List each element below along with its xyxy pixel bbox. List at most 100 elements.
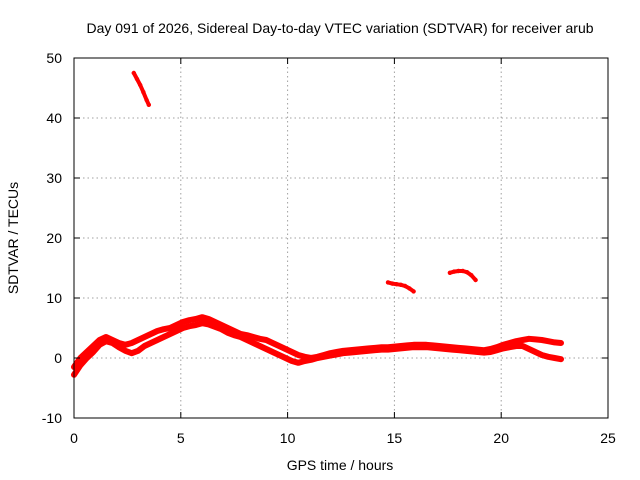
data-point bbox=[501, 346, 506, 351]
data-point bbox=[167, 325, 173, 331]
y-tick-label: 40 bbox=[46, 110, 62, 126]
data-point bbox=[411, 345, 416, 350]
data-point bbox=[148, 331, 154, 337]
data-point bbox=[276, 343, 282, 349]
data-point bbox=[289, 349, 295, 355]
data-point bbox=[141, 90, 146, 95]
data-point bbox=[394, 282, 399, 287]
data-point bbox=[200, 315, 205, 320]
data-point bbox=[174, 322, 179, 328]
data-point bbox=[558, 357, 564, 362]
data-point bbox=[206, 322, 211, 327]
data-point bbox=[146, 102, 151, 108]
data-point bbox=[187, 324, 192, 329]
data-point bbox=[257, 336, 262, 341]
data-point bbox=[78, 355, 83, 361]
data-point bbox=[123, 342, 128, 347]
data-point bbox=[507, 345, 512, 350]
data-point bbox=[289, 358, 295, 364]
data-point bbox=[110, 340, 115, 346]
y-tick-label: 20 bbox=[46, 230, 62, 246]
data-point bbox=[84, 355, 90, 361]
data-point bbox=[520, 343, 525, 349]
data-point bbox=[417, 345, 423, 350]
data-point bbox=[270, 349, 275, 355]
y-tick-label: 10 bbox=[46, 290, 62, 306]
x-axis-label: GPS time / hours bbox=[287, 457, 394, 473]
data-point bbox=[360, 349, 365, 354]
data-point bbox=[131, 70, 136, 76]
data-point bbox=[533, 349, 538, 355]
data-point bbox=[373, 348, 378, 353]
y-tick-label: -10 bbox=[42, 410, 62, 426]
data-point bbox=[276, 352, 282, 358]
x-tick-label: 5 bbox=[177, 430, 185, 446]
data-point bbox=[366, 348, 371, 353]
data-point bbox=[161, 327, 166, 332]
data-point bbox=[398, 282, 403, 287]
data-point bbox=[193, 316, 198, 322]
data-point bbox=[379, 347, 384, 352]
data-point bbox=[411, 289, 416, 294]
data-point bbox=[155, 337, 160, 343]
data-point bbox=[251, 340, 256, 346]
data-point bbox=[135, 348, 141, 353]
data-point bbox=[552, 340, 557, 345]
data-point bbox=[206, 316, 211, 322]
data-point bbox=[283, 355, 288, 361]
data-point bbox=[302, 358, 307, 364]
y-tick-label: 0 bbox=[54, 350, 62, 366]
data-point bbox=[407, 286, 412, 291]
y-axis-label: SDTVAR / TECUs bbox=[5, 182, 21, 294]
data-point bbox=[212, 324, 218, 329]
data-point bbox=[456, 268, 461, 274]
data-point bbox=[244, 337, 250, 343]
data-point bbox=[180, 325, 186, 331]
data-point bbox=[475, 349, 480, 355]
axis-ticks bbox=[73, 57, 609, 419]
data-point bbox=[270, 340, 275, 346]
data-point bbox=[161, 334, 166, 340]
x-tick-label: 20 bbox=[493, 430, 509, 446]
data-point bbox=[452, 269, 457, 274]
data-point bbox=[514, 343, 519, 349]
data-point bbox=[424, 345, 429, 350]
x-tick-label: 15 bbox=[387, 430, 403, 446]
x-tick-label: 0 bbox=[70, 430, 78, 446]
data-point bbox=[91, 349, 96, 355]
data-point bbox=[464, 270, 470, 275]
data-point bbox=[334, 352, 339, 357]
data-point bbox=[238, 334, 243, 340]
data-point bbox=[488, 349, 493, 355]
data-point bbox=[340, 351, 346, 356]
data-point bbox=[142, 334, 147, 340]
data-series bbox=[71, 70, 564, 378]
data-point bbox=[385, 280, 391, 285]
data-point bbox=[296, 352, 301, 358]
data-point bbox=[200, 321, 205, 326]
data-point bbox=[321, 354, 327, 359]
data-point bbox=[251, 334, 256, 340]
data-point bbox=[390, 281, 395, 286]
data-point bbox=[539, 352, 544, 358]
data-point bbox=[405, 345, 410, 350]
data-point bbox=[546, 354, 551, 359]
data-point bbox=[526, 336, 532, 341]
data-point bbox=[353, 349, 359, 355]
x-tick-label: 25 bbox=[600, 430, 616, 446]
data-point bbox=[552, 355, 557, 361]
data-point bbox=[129, 351, 134, 356]
data-point bbox=[447, 270, 453, 275]
data-point bbox=[264, 346, 269, 352]
grid-lines bbox=[74, 58, 608, 418]
data-point bbox=[347, 350, 352, 355]
data-point bbox=[398, 346, 403, 351]
data-point bbox=[116, 345, 122, 350]
data-point bbox=[225, 330, 230, 335]
data-point bbox=[187, 318, 192, 323]
data-point bbox=[155, 328, 160, 334]
data-point bbox=[460, 268, 465, 274]
data-point bbox=[494, 348, 500, 353]
data-point bbox=[232, 333, 237, 338]
x-tick-label: 10 bbox=[280, 430, 296, 446]
